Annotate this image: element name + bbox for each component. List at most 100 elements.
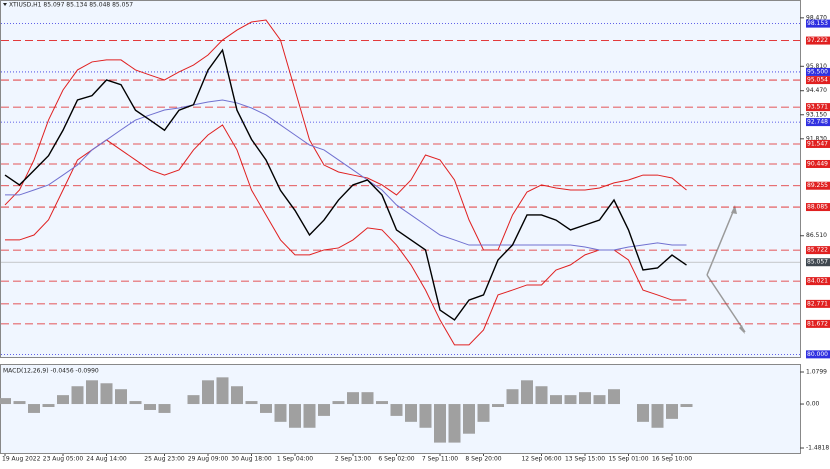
macd-bar: [506, 389, 519, 405]
macd-bar: [129, 401, 142, 405]
red-level-box: [806, 203, 830, 212]
red-level-label: 95.054: [807, 77, 828, 84]
red-level-box: [806, 299, 830, 308]
red-level-box: [806, 277, 830, 286]
macd-bar: [419, 404, 432, 428]
macd-bar: [158, 404, 171, 413]
macd-bar: [521, 380, 533, 405]
red-level-box: [806, 139, 830, 148]
macd-bar: [651, 404, 664, 428]
blue-level-label: 95.500: [807, 68, 828, 75]
macd-bar: [318, 404, 330, 416]
macd-bar: [13, 401, 26, 405]
red-level-label: 82.771: [807, 300, 828, 307]
macd-bar: [361, 392, 374, 405]
macd-bar: [115, 389, 127, 405]
macd-bar: [550, 395, 562, 405]
y-tick-label: 86.510: [806, 232, 827, 239]
blue-level-label: 80.000: [807, 351, 828, 358]
red-level-label: 84.021: [807, 278, 828, 285]
macd-bar: [477, 404, 490, 422]
y-tick-label: 93.150: [806, 111, 827, 118]
x-tick-label: 7 Sep 11:00: [422, 456, 458, 463]
x-tick-label: 23 Aug 05:00: [43, 456, 84, 463]
macd-bar: [637, 404, 649, 422]
y-tick-label: 0.00: [806, 401, 820, 408]
blue-level-label: 98.153: [807, 20, 828, 27]
macd-bar: [666, 404, 678, 419]
macd-bar: [376, 401, 388, 405]
x-tick-label: 1 Sep 04:00: [277, 456, 313, 463]
macd-bar: [274, 404, 287, 422]
x-tick-label: 29 Aug 09:00: [188, 456, 229, 463]
red-level-box: [806, 319, 830, 328]
macd-bar: [260, 404, 272, 413]
macd-bar: [42, 404, 55, 408]
x-tick-label: 12 Sep 06:00: [521, 456, 561, 463]
macd-bar: [405, 404, 417, 422]
macd-title: MACD(12,26,9) -0.0456 -0.0990: [3, 368, 99, 375]
macd-bar: [434, 404, 446, 443]
y-tick-label: 98.470: [806, 14, 827, 21]
red-level-box: [806, 181, 830, 190]
blue-level-box: [806, 19, 830, 28]
macd-bar: [231, 386, 243, 405]
macd-bar: [100, 383, 113, 405]
menu-arrow: [3, 3, 7, 6]
macd-bar: [448, 404, 461, 443]
y-tick-label: 91.830: [806, 135, 827, 142]
series-line: [4, 48, 687, 321]
x-tick-label: 2 Sep 13:00: [335, 456, 371, 463]
macd-bar: [144, 404, 156, 410]
macd-bar: [187, 395, 200, 405]
x-tick-label: 6 Sep 02:00: [378, 456, 414, 463]
red-level-label: 97.222: [807, 37, 828, 44]
macd-bar: [303, 404, 316, 428]
x-tick-label: 24 Aug 14:00: [86, 456, 127, 463]
x-tick-label: 16 Sep 10:00: [652, 456, 692, 463]
macd-bar: [390, 404, 403, 416]
macd-bar: [86, 380, 98, 405]
macd-bar: [608, 389, 620, 405]
red-level-box: [806, 159, 830, 168]
x-tick-label: 19 Aug 2022: [2, 456, 41, 463]
y-tick-label: -1.4818: [806, 445, 829, 452]
red-level-box: [806, 76, 830, 85]
red-level-label: 89.255: [807, 182, 828, 189]
series-line: [4, 19, 687, 251]
red-level-label: 91.547: [807, 140, 828, 147]
macd-bar: [347, 392, 359, 405]
chart-title: XTIUSD,H1 85.097 85.134 85.048 85.057: [9, 2, 133, 9]
y-tick-label: 94.470: [806, 87, 827, 94]
macd-bar: [593, 395, 606, 405]
red-level-label: 93.571: [807, 104, 828, 111]
blue-level-box: [806, 118, 830, 127]
macd-bar: [332, 401, 345, 405]
macd-bar: [535, 386, 548, 405]
x-tick-label: 25 Aug 23:00: [144, 456, 185, 463]
last-price-box: [806, 258, 830, 267]
x-tick-label: 15 Sep 01:00: [608, 456, 648, 463]
red-level-box: [806, 36, 830, 45]
macd-bar: [57, 395, 69, 405]
macd-bar: [71, 386, 84, 405]
last-price-label: 85.057: [807, 259, 828, 266]
macd-bar: [216, 377, 229, 405]
macd-bar: [463, 404, 475, 434]
blue-level-box: [806, 350, 830, 359]
red-level-label: 90.449: [807, 160, 828, 167]
red-level-label: 81.672: [807, 320, 828, 327]
x-tick-label: 8 Sep 20:00: [465, 456, 501, 463]
red-level-label: 85.722: [807, 247, 828, 254]
y-tick-label: 95.810: [806, 63, 827, 70]
x-tick-label: 13 Sep 15:00: [565, 456, 605, 463]
macd-bar: [579, 392, 591, 405]
macd-bar: [0, 398, 11, 405]
macd-bar: [245, 401, 258, 405]
y-tick-label: 1.0799: [806, 369, 827, 376]
macd-bar: [28, 404, 40, 413]
blue-level-label: 92.748: [807, 119, 828, 126]
macd-bar: [564, 395, 577, 405]
